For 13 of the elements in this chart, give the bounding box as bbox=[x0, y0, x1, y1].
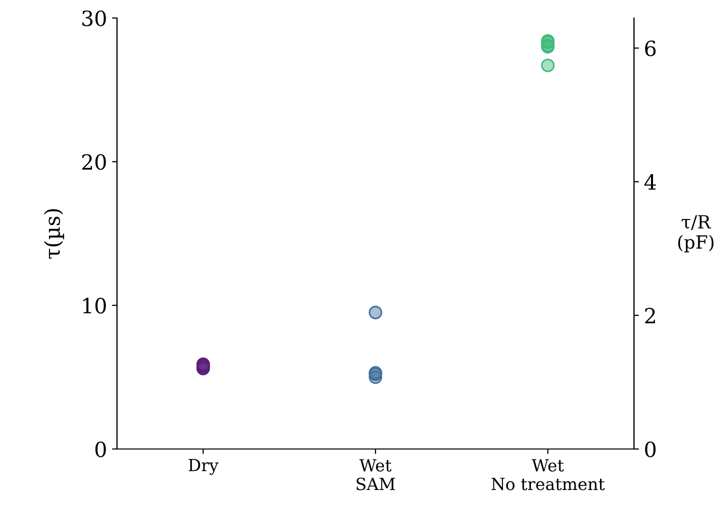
y-axis-title: τ(µs) bbox=[44, 209, 64, 259]
y2-tick-label: 2 bbox=[645, 308, 655, 324]
y-tick-label: 0 bbox=[95, 441, 106, 458]
y2-axis-title: τ/R (pF) bbox=[678, 215, 714, 252]
y-tick-label: 10 bbox=[83, 298, 106, 314]
y-tick-label: 20 bbox=[82, 154, 106, 170]
y2-tick-label: 4 bbox=[644, 174, 656, 190]
x-tick-label: Wet SAM bbox=[356, 459, 395, 490]
x-tick-label: Dry bbox=[188, 459, 218, 475]
x-tick-label: Wet No treatment bbox=[492, 459, 605, 490]
y-tick-label: 30 bbox=[82, 10, 106, 26]
y2-tick-label: 0 bbox=[645, 441, 656, 458]
y2-tick-label: 6 bbox=[645, 40, 656, 56]
